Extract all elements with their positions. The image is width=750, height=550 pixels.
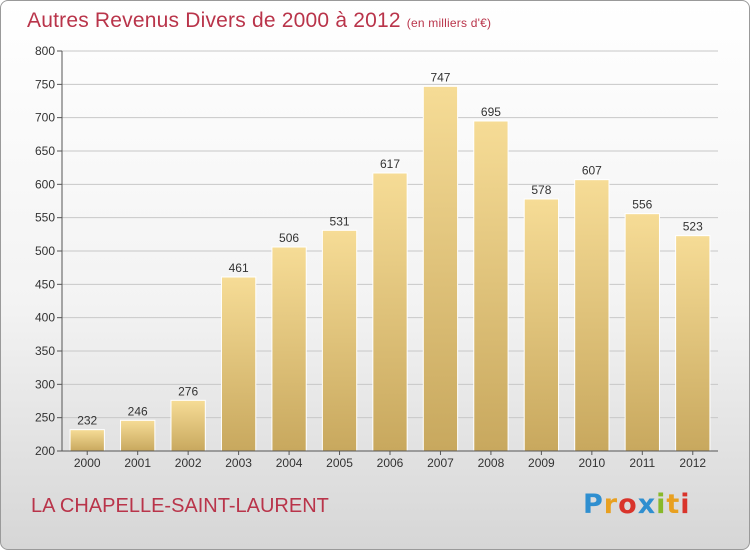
bar-2004 xyxy=(271,246,307,452)
chart-unit: (en milliers d'€) xyxy=(406,16,492,30)
data-label: 747 xyxy=(430,70,450,84)
y-tick-label: 700 xyxy=(35,111,55,125)
x-tick-label: 2009 xyxy=(528,456,555,470)
chart-title-text: Autres Revenus Divers de 2000 à 2012 xyxy=(27,9,401,32)
logo-letter: x xyxy=(637,489,657,520)
bar-2009 xyxy=(523,198,560,452)
data-label: 607 xyxy=(582,164,602,178)
x-tick-label: 2003 xyxy=(225,456,252,470)
bar-2002 xyxy=(170,399,206,452)
y-tick-label: 600 xyxy=(35,177,55,191)
x-tick-label: 2002 xyxy=(175,456,202,470)
data-label: 246 xyxy=(128,404,148,418)
y-tick-label: 550 xyxy=(35,211,55,225)
y-tick-label: 750 xyxy=(35,77,55,91)
x-tick-label: 2006 xyxy=(377,456,404,470)
data-label: 232 xyxy=(77,414,97,428)
bar-2003 xyxy=(220,276,257,452)
y-tick-label: 350 xyxy=(35,344,55,358)
bar-2000 xyxy=(69,429,105,452)
logo-letter: t xyxy=(666,489,681,520)
x-tick-label: 2011 xyxy=(629,456,655,470)
data-label: 531 xyxy=(330,214,350,228)
bar-2010 xyxy=(574,179,610,452)
logo-letter: r xyxy=(603,489,619,520)
x-tick-label: 2001 xyxy=(124,456,151,470)
bar-2006 xyxy=(372,172,408,452)
y-tick-label: 500 xyxy=(35,244,55,258)
logo-letter: i xyxy=(680,489,691,520)
bar-2007 xyxy=(422,85,459,452)
data-label: 578 xyxy=(531,183,551,197)
proxiti-logo[interactable]: Proxiti xyxy=(583,489,691,520)
logo-letter: o xyxy=(618,489,638,520)
x-tick-label: 2005 xyxy=(326,456,353,470)
data-label: 461 xyxy=(229,261,249,275)
data-label: 506 xyxy=(279,231,299,245)
y-tick-label: 250 xyxy=(35,411,55,425)
data-label: 276 xyxy=(178,384,198,398)
y-tick-label: 800 xyxy=(35,44,55,58)
logo-letter: P xyxy=(583,489,604,520)
commune-name: LA CHAPELLE-SAINT-LAURENT xyxy=(31,495,329,517)
data-label: 556 xyxy=(632,198,652,212)
bar-2012 xyxy=(675,235,711,452)
x-tick-label: 2004 xyxy=(276,456,303,470)
x-tick-label: 2008 xyxy=(478,456,505,470)
x-tick-label: 2012 xyxy=(679,456,706,470)
x-tick-label: 2000 xyxy=(74,456,101,470)
x-tick-label: 2010 xyxy=(578,456,605,470)
y-tick-label: 650 xyxy=(35,144,55,158)
y-tick-label: 300 xyxy=(35,377,55,391)
bar-2001 xyxy=(120,419,156,452)
bar-2005 xyxy=(321,229,358,452)
data-label: 617 xyxy=(380,157,400,171)
bar-2008 xyxy=(473,120,509,452)
data-label: 523 xyxy=(683,220,703,234)
x-tick-label: 2007 xyxy=(427,456,454,470)
y-tick-label: 450 xyxy=(35,277,55,291)
chart-title: Autres Revenus Divers de 2000 à 2012 (en … xyxy=(27,9,491,33)
logo-letter: i xyxy=(656,489,667,520)
bar-2011 xyxy=(624,213,660,452)
data-label: 695 xyxy=(481,105,501,119)
y-tick-label: 200 xyxy=(35,444,55,458)
y-tick-label: 400 xyxy=(35,311,55,325)
